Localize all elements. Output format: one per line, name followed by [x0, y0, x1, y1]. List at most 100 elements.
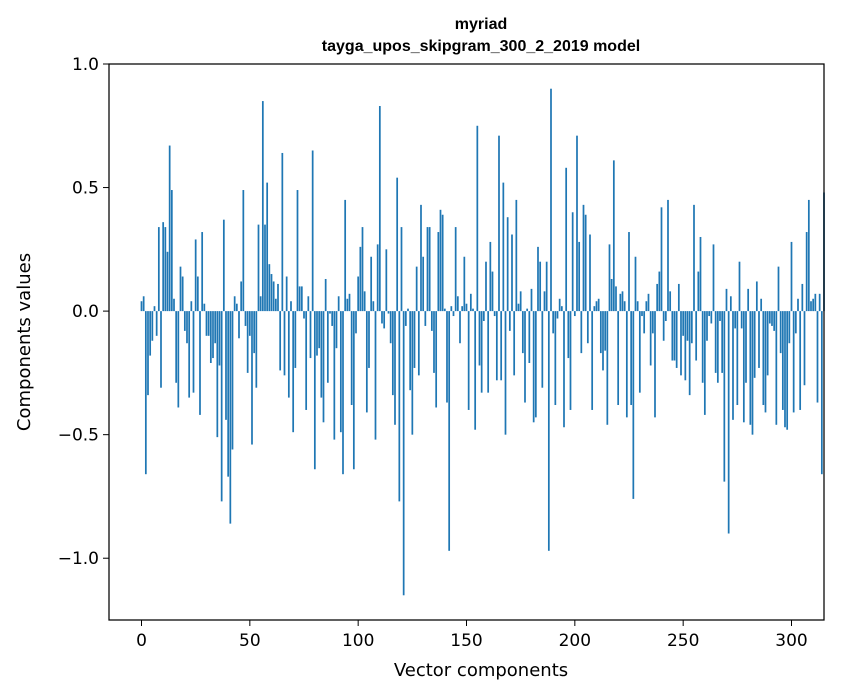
bar [441, 214, 444, 312]
bar [495, 311, 498, 381]
bar [166, 251, 169, 312]
bar [415, 266, 418, 312]
bar [266, 182, 269, 312]
bar [142, 296, 145, 312]
bar [604, 311, 607, 351]
bar [461, 306, 464, 312]
bar [264, 224, 266, 312]
bar [300, 286, 303, 312]
bar [164, 227, 167, 312]
plot-frame [108, 63, 825, 621]
bar [797, 298, 799, 312]
bar [363, 291, 366, 312]
bar [643, 311, 646, 334]
bar [675, 311, 678, 368]
bar [656, 283, 659, 312]
bar [528, 311, 531, 363]
bar [355, 311, 357, 334]
bar [186, 311, 188, 344]
bar [673, 311, 676, 361]
bar [632, 311, 635, 499]
bar [788, 311, 791, 344]
x-tick-label: 200 [559, 631, 591, 651]
bar [283, 311, 286, 376]
bar [218, 311, 221, 366]
bar [296, 190, 299, 312]
bar [335, 311, 338, 349]
x-axis-label: Vector components [394, 660, 568, 681]
bar [517, 303, 520, 312]
bar [160, 311, 162, 388]
bar [350, 311, 353, 406]
bar [794, 311, 797, 334]
bar [608, 244, 611, 312]
bar [563, 311, 565, 428]
bar [476, 125, 479, 312]
bar [214, 311, 217, 344]
bar [513, 311, 516, 376]
bar [162, 222, 165, 312]
bar [625, 311, 628, 418]
bar [565, 167, 568, 312]
bar [567, 311, 570, 359]
bar [357, 276, 360, 312]
bar [216, 311, 219, 438]
bar [547, 311, 550, 551]
bar [706, 311, 708, 341]
bar [506, 217, 509, 312]
y-axis-label: Components values [14, 253, 35, 431]
bar [149, 311, 152, 356]
bar [634, 256, 637, 312]
bar [619, 293, 622, 312]
bar [645, 301, 648, 312]
bar [342, 311, 344, 475]
bar [790, 241, 793, 312]
bar [558, 298, 561, 312]
bar [792, 311, 795, 413]
bar [248, 311, 251, 336]
bar [534, 311, 537, 418]
bar [459, 311, 461, 344]
bar [424, 311, 427, 326]
bar [710, 311, 713, 324]
bar [781, 311, 784, 410]
bar [697, 271, 700, 312]
y-tick-label: −1.0 [58, 549, 99, 569]
bar [257, 224, 260, 312]
bar [359, 246, 362, 312]
bar [153, 306, 156, 312]
bar [777, 266, 780, 312]
bar [318, 311, 321, 349]
bar [170, 190, 173, 312]
y-axis-ticks: −1.0 −0.5 0.0 0.5 1.0 [58, 55, 109, 569]
bar [628, 232, 630, 312]
bar [662, 311, 665, 341]
bar [721, 311, 724, 373]
bar [311, 150, 314, 312]
bar [428, 227, 431, 312]
bar [664, 311, 667, 321]
bar [426, 227, 429, 312]
bar [201, 232, 204, 312]
bar [474, 311, 477, 430]
bar [779, 311, 782, 354]
bar [478, 311, 481, 366]
bar [463, 256, 466, 312]
bar [365, 311, 368, 413]
bar [209, 311, 212, 363]
bar [231, 311, 234, 450]
bar [320, 311, 323, 398]
bar [593, 306, 596, 312]
bar [693, 204, 695, 312]
bar [745, 311, 747, 383]
bar [448, 311, 451, 551]
bar [270, 274, 273, 312]
chart-subtitle: tayga_upos_skipgram_300_2_2019 model [322, 38, 640, 55]
bar [192, 311, 195, 393]
bar [530, 288, 533, 312]
bar [701, 311, 704, 383]
bar [690, 311, 693, 344]
bar [430, 311, 433, 331]
bar [647, 293, 650, 312]
bar [805, 232, 808, 312]
